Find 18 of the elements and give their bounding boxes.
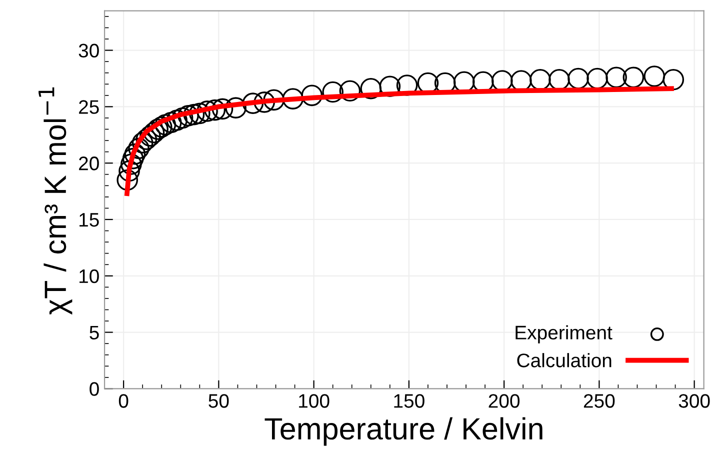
x-tick-label: 150 — [394, 394, 424, 408]
y-tick-label: 0 — [90, 382, 99, 396]
x-tick-label: 0 — [118, 394, 128, 408]
x-axis-title: Temperature / Kelvin — [264, 417, 542, 446]
x-tick-label: 200 — [488, 394, 520, 408]
x-tick-label: 50 — [208, 394, 229, 408]
y-tick-label: 30 — [78, 44, 99, 58]
x-tick-label: 100 — [299, 394, 330, 408]
y-tick-label: 10 — [80, 269, 99, 284]
x-tick-label: 300 — [678, 394, 710, 408]
legend-label: Calculation — [517, 353, 612, 368]
x-tick-label: 250 — [584, 394, 615, 408]
y-tick-label: 15 — [80, 213, 99, 227]
y-tick-label: 5 — [90, 326, 99, 340]
y-tick-label: 20 — [79, 156, 99, 170]
y-tick-label: 25 — [79, 100, 99, 114]
y-axis-title: χT / cm³ K mol$^{−1}$ — [38, 87, 72, 315]
legend-label: Experiment — [516, 325, 612, 344]
